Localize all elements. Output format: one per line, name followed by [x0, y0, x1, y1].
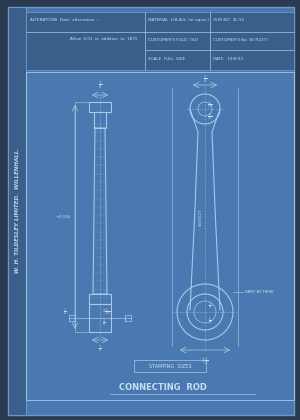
- Text: OUR NO   B./12: OUR NO B./12: [213, 18, 244, 22]
- Bar: [89, 304, 111, 332]
- Text: $\frac{5}{8}$: $\frac{5}{8}$: [208, 315, 212, 327]
- Text: CUSTOMER'S FOLD  (S2): CUSTOMER'S FOLD (S2): [148, 38, 198, 42]
- Text: MATERIAL  H.B.A.S. (or equiv.): MATERIAL H.B.A.S. (or equiv.): [148, 18, 209, 22]
- Text: $\frac{3}{4}$: $\frac{3}{4}$: [102, 318, 106, 329]
- Text: CUSTOMER'S No  W.(9227): CUSTOMER'S No W.(9227): [213, 38, 268, 42]
- Bar: [94, 112, 106, 128]
- Text: $\frac{7}{8}$: $\frac{7}{8}$: [203, 74, 207, 85]
- Text: $\frac{5}{16}$: $\frac{5}{16}$: [207, 111, 213, 123]
- Text: SCALE  FULL  SIZE: SCALE FULL SIZE: [148, 57, 185, 61]
- Bar: [26, 72, 294, 400]
- Text: $\frac{7}{8}$: $\frac{7}{8}$: [98, 79, 102, 91]
- Text: $\frac{1}{4}$: $\frac{1}{4}$: [63, 307, 67, 318]
- Text: DATE   19/8/32: DATE 19/8/32: [213, 57, 243, 61]
- Text: Allow  0.01  in  addition  to  1875: Allow 0.01 in addition to 1875: [70, 37, 137, 41]
- Text: W.19227: W.19227: [199, 208, 203, 226]
- Text: +0·016: +0·016: [56, 215, 71, 219]
- Text: $\frac{3}{16}$: $\frac{3}{16}$: [207, 100, 213, 111]
- Bar: [69, 315, 75, 321]
- Bar: [89, 294, 111, 304]
- Text: $\frac{7}{8}$: $\frac{7}{8}$: [98, 344, 102, 355]
- Bar: [26, 12, 294, 70]
- Text: W. H. TILDESLEY LIMITED.  WILLENHALL.: W. H. TILDESLEY LIMITED. WILLENHALL.: [14, 147, 20, 273]
- Bar: [134, 360, 206, 372]
- Text: STAMPING  SIZES: STAMPING SIZES: [149, 363, 191, 368]
- Text: $2\frac{5}{16}$: $2\frac{5}{16}$: [102, 307, 110, 318]
- Text: ALTERATIONS  Date  alternation  :-: ALTERATIONS Date alternation :-: [30, 18, 100, 22]
- Bar: [8, 7, 26, 415]
- Bar: [125, 315, 131, 321]
- Bar: [89, 102, 111, 112]
- Text: CONNECTING  ROD: CONNECTING ROD: [119, 383, 207, 393]
- Text: $\frac{7}{8}$: $\frac{7}{8}$: [208, 300, 212, 312]
- Text: $1\frac{3}{4}$: $1\frac{3}{4}$: [201, 355, 208, 367]
- Text: PART AT HERE: PART AT HERE: [245, 290, 274, 294]
